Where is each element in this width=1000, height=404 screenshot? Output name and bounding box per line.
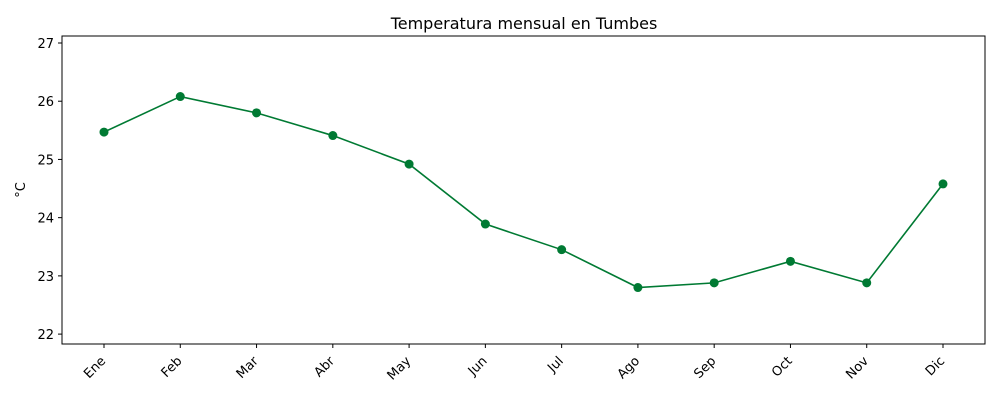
y-tick-label: 23 [37, 270, 54, 285]
data-point-nov [862, 278, 872, 288]
x-tick-label: Oct [769, 354, 796, 381]
data-point-sep [709, 278, 719, 288]
x-tick-label: Abr [311, 353, 338, 380]
data-point-ene [99, 127, 109, 137]
data-point-may [404, 159, 414, 169]
x-tick-label: Jul [544, 354, 566, 376]
data-point-abr [328, 131, 338, 141]
data-point-feb [175, 92, 185, 102]
data-point-mar [252, 108, 262, 118]
y-tick-label: 27 [37, 37, 54, 52]
x-tick-label: Mar [234, 353, 262, 381]
x-tick-label: Jun [465, 354, 491, 380]
y-tick-label: 26 [37, 95, 54, 110]
y-tick-label: 24 [37, 212, 54, 227]
x-tick-label: Ene [81, 354, 109, 382]
data-point-dic [938, 179, 948, 189]
data-point-jun [480, 219, 490, 229]
y-axis-label: °C [14, 182, 29, 198]
data-point-ago [633, 283, 643, 293]
data-point-jul [557, 245, 567, 255]
series-line [103, 95, 944, 289]
y-axis: 22 23 24 25 26 27 [37, 37, 62, 343]
plot-frame [61, 35, 986, 345]
x-tick-label: Dic [923, 354, 948, 379]
x-tick-label: Feb [159, 354, 186, 381]
x-tick-label: Ago [615, 354, 643, 382]
y-tick-label: 22 [37, 328, 54, 343]
x-tick-label: May [385, 354, 415, 384]
series-layer [99, 92, 948, 293]
x-tick-label: Sep [691, 354, 719, 382]
y-tick-label: 25 [37, 153, 54, 168]
chart-title: Temperatura mensual en Tumbes [390, 14, 658, 33]
data-point-oct [785, 256, 795, 266]
x-axis: Ene Feb Mar Abr May Jun Jul Ago Sep Oct Nov Dic [81, 344, 948, 383]
x-tick-label: Nov [843, 354, 872, 383]
